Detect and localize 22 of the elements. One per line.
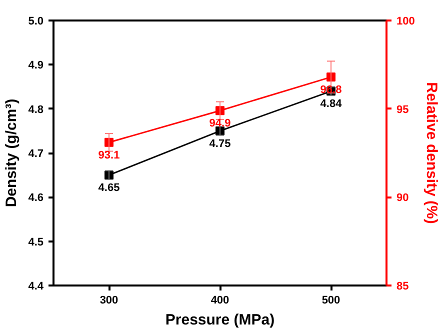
y2-tick-label: 85 [396, 280, 409, 292]
y2-axis-title: Relative density (%) [422, 82, 440, 224]
y-tick-label: 4.7 [28, 148, 44, 160]
y2-tick-label: 95 [396, 104, 409, 116]
y-tick-label: 4.9 [28, 60, 44, 72]
data-label: 4.75 [209, 138, 231, 150]
data-label: 93.1 [98, 149, 120, 162]
data-label: 4.65 [98, 182, 120, 194]
data-label: 94.9 [209, 118, 231, 130]
x-tick-label: 500 [322, 294, 340, 306]
data-label: 4.84 [320, 98, 343, 110]
x-axis-title: Pressure (MPa) [165, 312, 275, 328]
y-tick-label: 4.6 [28, 192, 44, 204]
y-tick-label: 4.4 [28, 280, 44, 292]
y-tick-label: 4.8 [28, 104, 44, 116]
x-tick-label: 400 [210, 294, 230, 306]
y-axis-title: Density (g/cm³) [3, 98, 20, 208]
y-tick-label: 5.0 [28, 16, 44, 28]
y-tick-label: 4.5 [28, 236, 44, 248]
y2-tick-label: 100 [396, 16, 415, 28]
y2-tick-label: 90 [396, 192, 409, 204]
x-tick-label: 300 [100, 294, 118, 306]
